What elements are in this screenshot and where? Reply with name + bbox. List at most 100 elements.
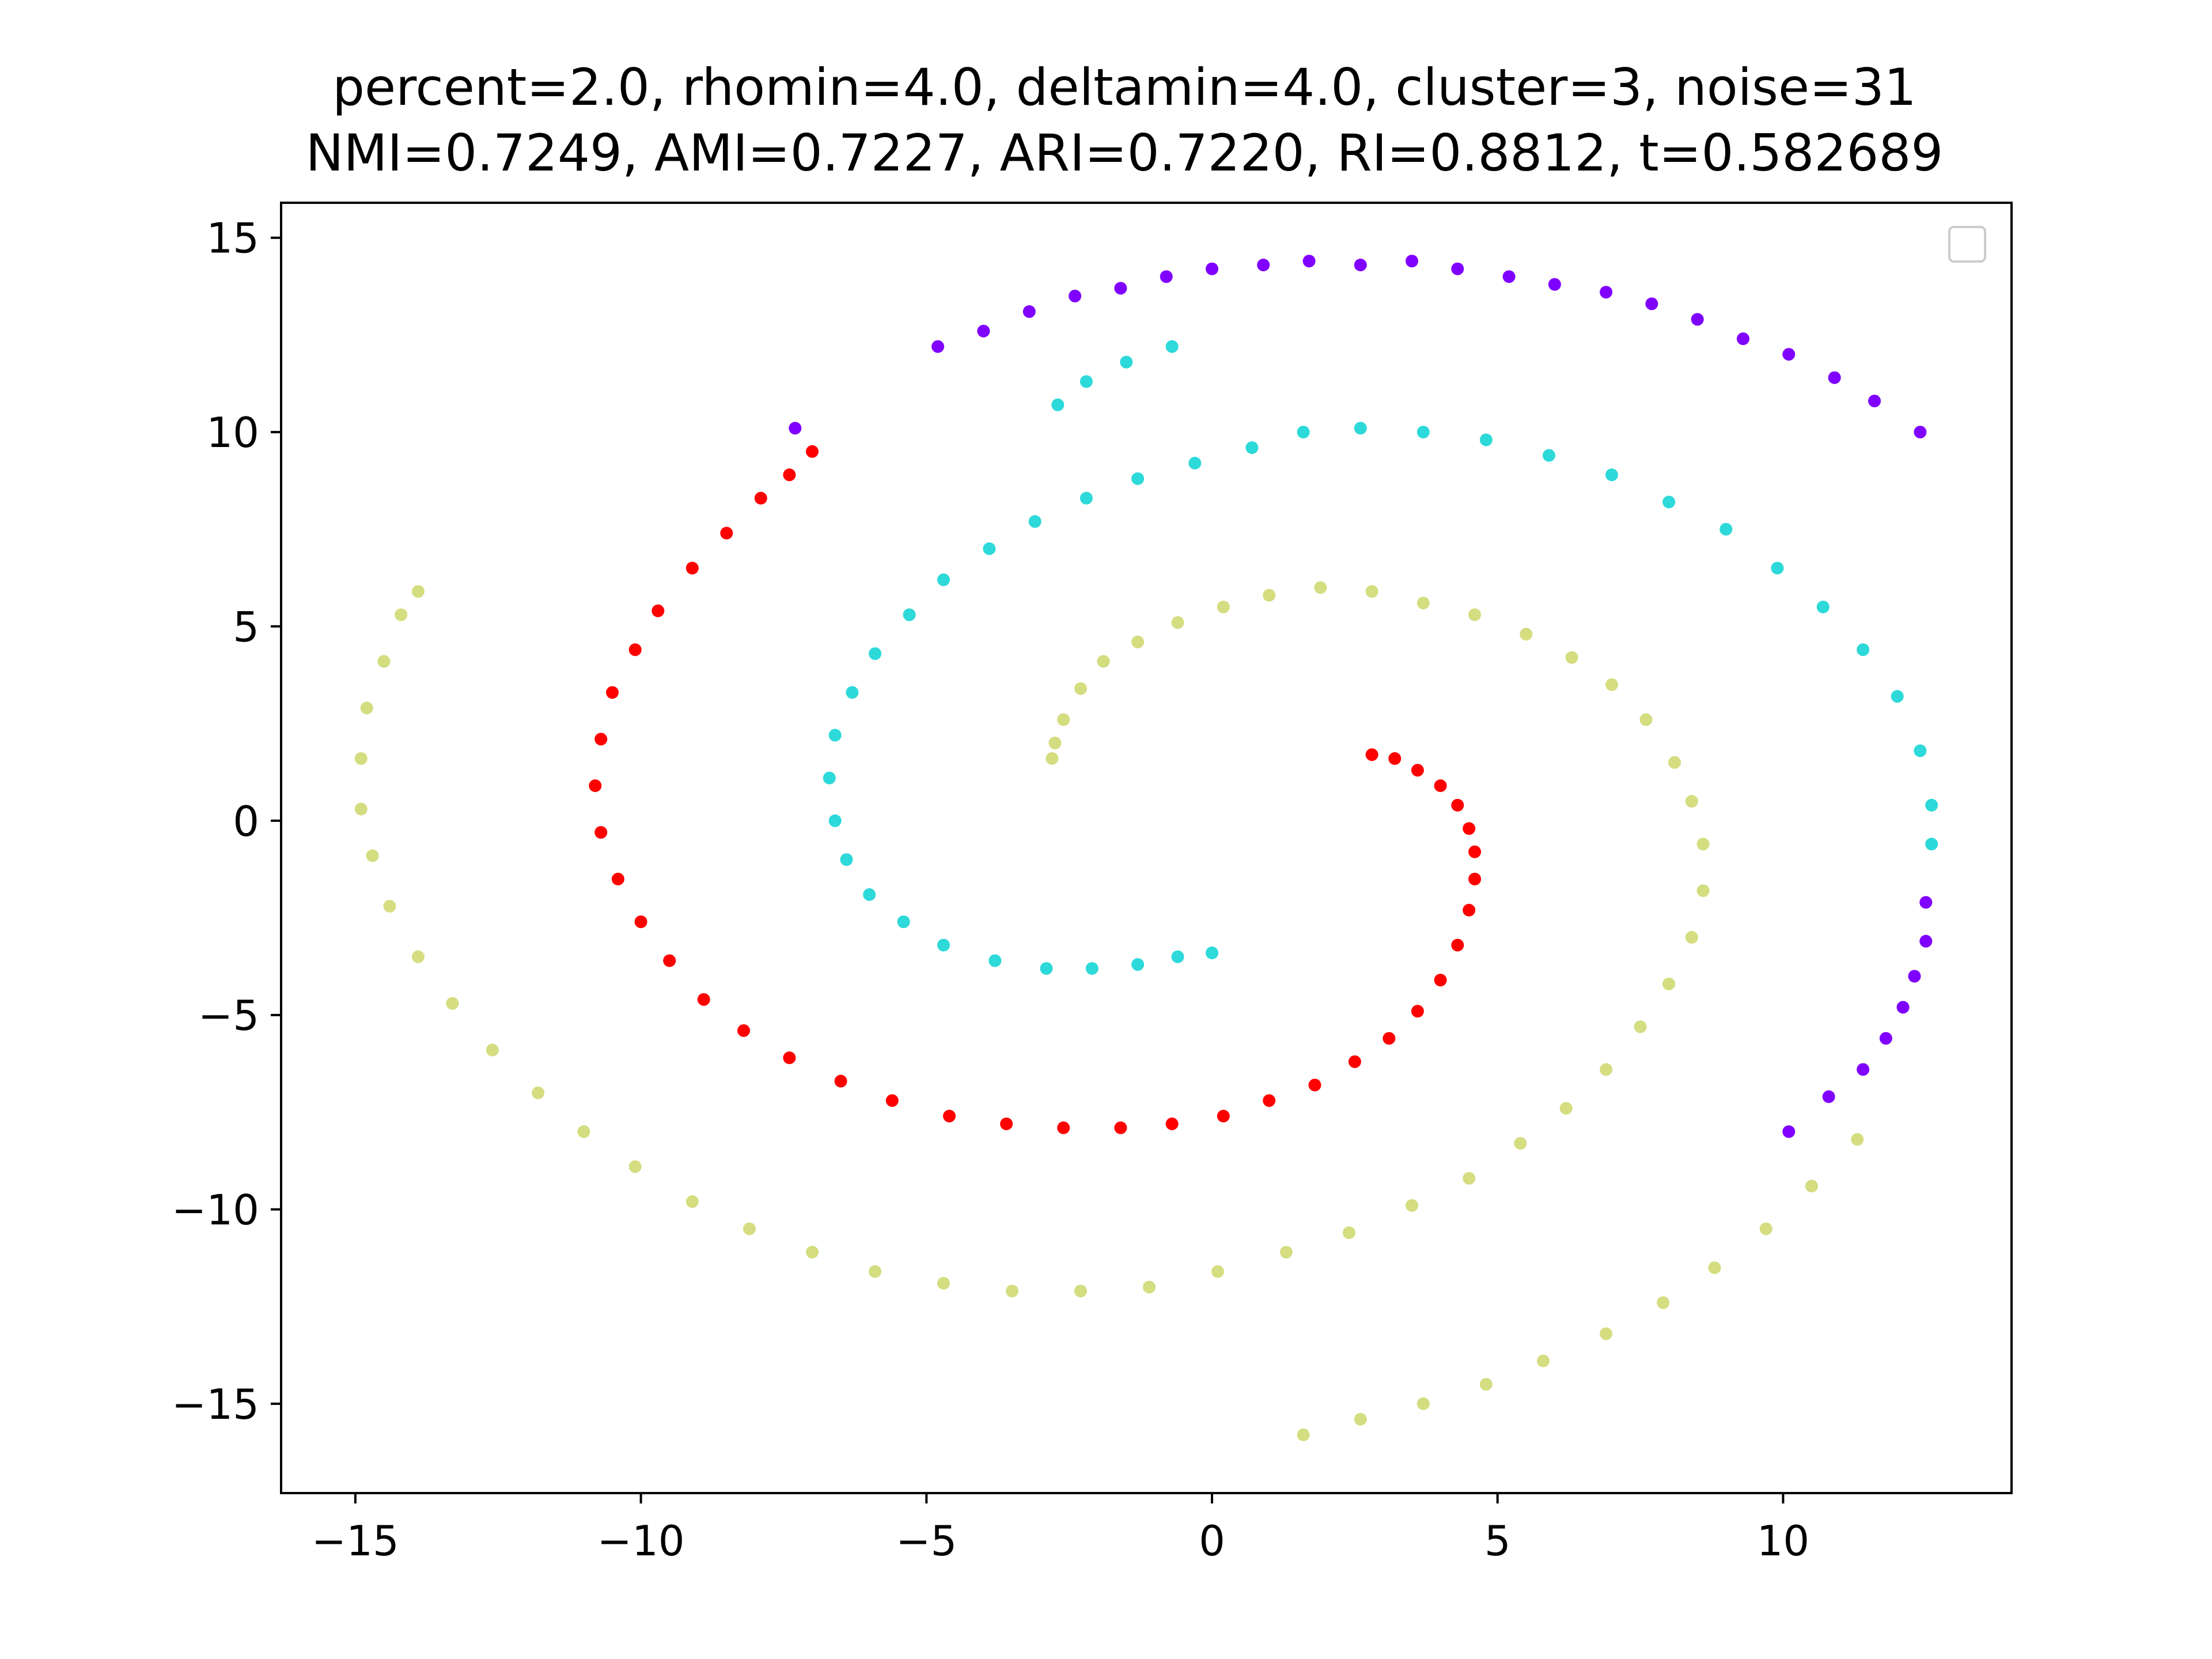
- data-point: [594, 733, 608, 746]
- data-point: [897, 915, 910, 929]
- data-point: [1245, 441, 1259, 454]
- data-point: [1171, 616, 1184, 629]
- data-point: [697, 993, 710, 1006]
- data-point: [377, 655, 391, 668]
- data-point: [360, 702, 373, 715]
- data-point: [1131, 472, 1145, 485]
- data-point: [737, 1024, 750, 1037]
- data-point: [411, 585, 425, 598]
- data-point: [937, 938, 950, 952]
- data-point: [383, 900, 396, 913]
- data-point: [1537, 1354, 1550, 1368]
- data-point: [1217, 600, 1230, 613]
- data-point: [846, 686, 859, 699]
- data-point: [1879, 1032, 1892, 1045]
- data-point: [1914, 426, 1927, 439]
- data-point: [628, 643, 642, 656]
- data-point: [486, 1043, 499, 1056]
- data-point: [1160, 270, 1173, 283]
- data-point: [1896, 1001, 1910, 1014]
- data-point: [1600, 1327, 1613, 1340]
- data-point: [1696, 838, 1710, 851]
- data-point: [1771, 562, 1784, 575]
- data-point: [977, 324, 990, 338]
- y-tick-label: −10: [172, 1185, 259, 1234]
- data-point: [1639, 713, 1653, 726]
- data-point: [1605, 678, 1618, 691]
- data-point: [806, 445, 819, 458]
- data-point: [1868, 395, 1881, 408]
- data-point: [937, 1277, 950, 1290]
- x-tick-label: −15: [312, 1517, 399, 1565]
- data-point: [1645, 297, 1658, 310]
- data-point: [1217, 1109, 1230, 1123]
- data-point: [1463, 904, 1476, 916]
- data-point: [1074, 1285, 1087, 1298]
- data-point: [743, 1222, 756, 1236]
- data-point: [1662, 978, 1676, 991]
- data-point: [869, 1265, 882, 1278]
- data-point: [1434, 974, 1447, 987]
- data-point: [1206, 262, 1218, 275]
- data-point: [1365, 585, 1378, 598]
- data-point: [1131, 635, 1145, 649]
- data-point: [1085, 962, 1099, 975]
- data-point: [663, 954, 676, 967]
- data-point: [1048, 736, 1062, 749]
- x-tick-label: −5: [896, 1517, 957, 1565]
- data-point: [1354, 1412, 1367, 1426]
- data-point: [840, 853, 853, 866]
- data-point: [1080, 491, 1093, 505]
- data-point: [1406, 1199, 1418, 1212]
- data-point: [1080, 375, 1093, 388]
- data-point: [354, 802, 368, 816]
- data-point: [1040, 962, 1053, 975]
- y-tick-label: 15: [206, 214, 259, 263]
- data-point: [943, 1109, 956, 1123]
- y-tick-label: −15: [172, 1380, 259, 1429]
- data-point: [634, 915, 647, 929]
- data-point: [1463, 822, 1476, 835]
- data-point: [606, 686, 619, 699]
- x-tick-label: 0: [1199, 1517, 1225, 1565]
- data-point: [1857, 643, 1870, 656]
- data-point: [1662, 495, 1676, 509]
- data-point: [1114, 282, 1127, 295]
- data-point: [1297, 1428, 1310, 1441]
- data-point: [1502, 270, 1516, 283]
- data-point: [1668, 756, 1681, 769]
- data-point: [903, 608, 916, 622]
- data-point: [1416, 1397, 1430, 1410]
- data-point: [1520, 627, 1533, 641]
- data-point: [1279, 1245, 1293, 1259]
- data-point: [1069, 289, 1082, 302]
- data-point: [1416, 596, 1430, 609]
- data-point: [1314, 581, 1327, 594]
- data-point: [685, 562, 699, 575]
- data-point: [1782, 348, 1796, 361]
- data-point: [532, 1086, 545, 1100]
- data-point: [1120, 355, 1133, 369]
- data-point: [1919, 896, 1933, 909]
- data-point: [628, 1160, 642, 1173]
- data-point: [1131, 958, 1145, 971]
- data-point: [1463, 1172, 1476, 1185]
- data-point: [1914, 744, 1927, 757]
- data-point: [1451, 798, 1464, 812]
- data-point: [937, 573, 950, 586]
- data-point: [1406, 255, 1418, 268]
- data-point: [1919, 934, 1933, 948]
- y-tick-label: 5: [233, 603, 259, 651]
- chart-title-line-1: percent=2.0, rhomin=4.0, deltamin=4.0, c…: [332, 58, 1916, 117]
- data-point: [1479, 1378, 1493, 1391]
- data-point: [1451, 262, 1464, 275]
- data-point: [446, 997, 459, 1010]
- data-point: [828, 729, 842, 742]
- data-point: [1051, 398, 1065, 411]
- data-point: [366, 849, 379, 862]
- data-point: [1805, 1180, 1818, 1192]
- data-point: [1365, 748, 1378, 762]
- data-point: [589, 779, 602, 792]
- data-point: [1388, 752, 1402, 765]
- data-point: [594, 826, 608, 839]
